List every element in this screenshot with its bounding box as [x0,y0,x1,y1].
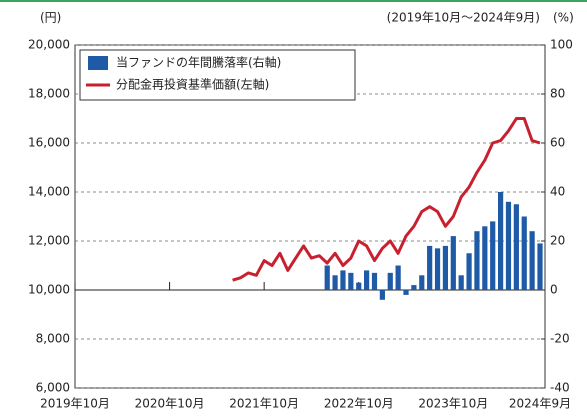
bar [458,275,464,290]
x-tick-label: 2024年9月 [509,397,571,411]
y-tick-label: 10,000 [28,283,70,297]
bar [411,285,417,290]
y2-tick-label: -40 [550,381,570,395]
y2-tick-label: 100 [550,38,573,52]
y-tick-label: 6,000 [36,381,70,395]
bar [379,290,385,300]
bar [442,245,449,290]
bar [505,201,512,290]
y-tick-label: 14,000 [28,185,70,199]
legend-swatch [88,56,108,70]
y-tick-label: 8,000 [36,332,70,346]
bar [427,245,433,290]
bar [434,248,441,290]
bar [403,290,409,295]
y-tick-label: 18,000 [28,87,70,101]
bar [419,275,425,290]
bar [450,236,456,290]
y2-tick-label: 80 [550,87,565,101]
x-tick-label: 2022年10月 [324,397,394,411]
y-axis-unit: (円) [40,11,61,25]
bar [466,253,472,290]
y2-tick-label: 20 [550,234,565,248]
x-tick-label: 2021年10月 [229,397,299,411]
y2-tick-label: -20 [550,332,570,346]
bar [497,192,504,290]
legend-box [79,49,356,101]
bar [395,265,401,290]
period: (2019年10月～2024年9月) [387,11,540,25]
y2-tick-label: 40 [550,185,565,199]
y2-axis-unit: (%) [553,11,574,25]
bar [521,216,527,290]
bar [482,226,488,290]
y-tick-label: 20,000 [28,38,70,52]
line [232,117,541,282]
bar [387,272,393,290]
bar [340,270,346,290]
y2-tick-label: 0 [550,283,558,297]
bar [356,282,362,290]
bar [348,272,354,290]
legend-label: 当ファンドの年間騰落率(右軸) [116,55,281,70]
bar [364,270,370,290]
bar [474,231,480,290]
bar [529,231,535,290]
bar [332,275,338,290]
bar [513,204,519,290]
x-tick-label: 2023年10月 [418,397,488,411]
bar [490,221,496,290]
x-tick-label: 2019年10月 [40,397,110,411]
bar [537,243,543,290]
legend-label: 分配金再投資基準価額(左軸) [116,77,269,92]
y-tick-label: 12,000 [28,234,70,248]
bar [324,265,330,290]
y2-tick-label: 60 [550,136,565,150]
bar [371,272,378,290]
x-tick-label: 2020年10月 [135,397,205,411]
legend: 当ファンドの年間騰落率(右軸) 分配金再投資基準価額(左軸) [79,49,356,101]
y-tick-label: 16,000 [28,136,70,150]
